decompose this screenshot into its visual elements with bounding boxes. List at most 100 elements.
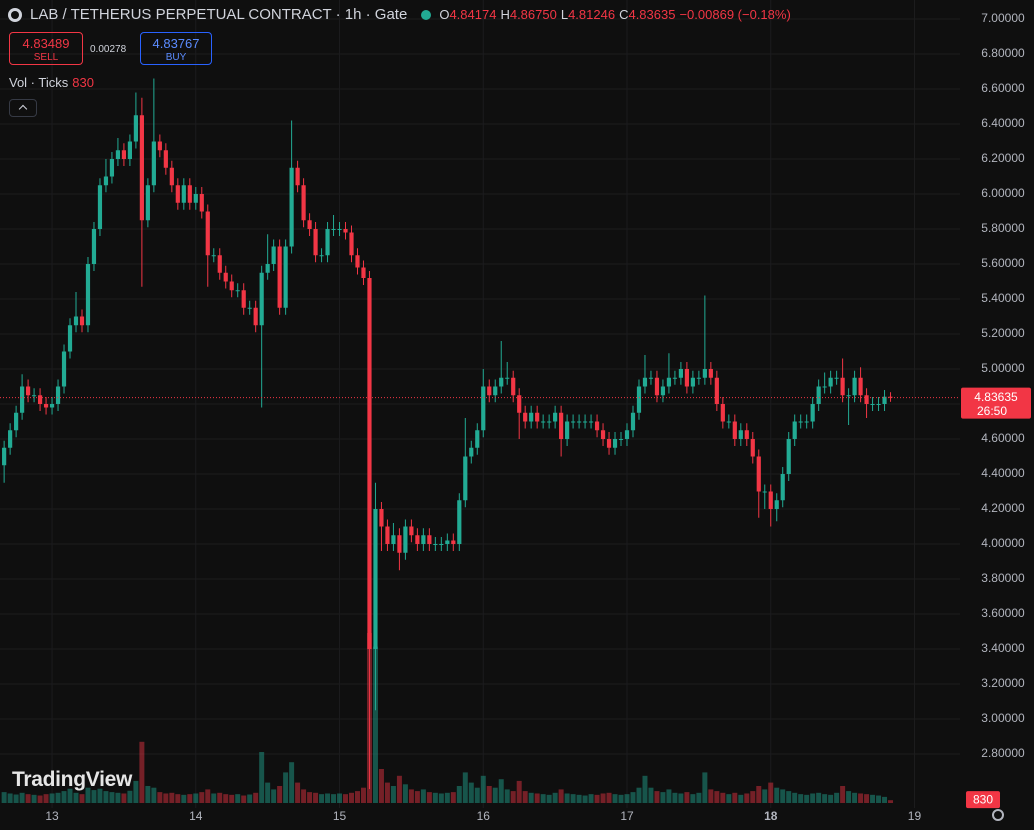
volume-bar	[91, 790, 97, 803]
candle-body	[61, 351, 67, 387]
y-tick-label: 3.20000	[981, 676, 1025, 690]
volume-bar	[145, 786, 151, 803]
volume-bar	[223, 794, 229, 803]
sell-button[interactable]: 4.83489 SELL	[9, 32, 83, 65]
readout-key: C	[619, 7, 629, 22]
countdown: 26:50	[977, 404, 1007, 418]
volume-bar	[384, 782, 390, 803]
spread: 0.00278	[90, 44, 127, 55]
volume-bar	[690, 794, 696, 803]
volume-bar	[420, 789, 426, 803]
volume-bar	[840, 786, 846, 803]
volume-bar	[109, 792, 115, 803]
candle-body	[702, 369, 707, 378]
volume-bar	[301, 789, 307, 803]
readout-value: 4.86750	[509, 7, 557, 22]
candle-body	[385, 526, 390, 544]
volume-bar	[343, 794, 349, 803]
candle-body	[511, 377, 516, 396]
buy-label: BUY	[165, 52, 187, 63]
candle-body	[259, 272, 264, 326]
volume-bar	[480, 775, 486, 803]
y-tick-label: 6.20000	[981, 151, 1025, 165]
volume-bar	[277, 786, 283, 803]
readout-key: H	[500, 7, 510, 22]
volume-bar	[19, 792, 25, 803]
volume-bar	[319, 794, 325, 803]
y-tick-label: 6.80000	[981, 46, 1025, 60]
candle-body	[325, 229, 330, 256]
volume-bar	[456, 786, 462, 803]
buy-button[interactable]: 4.83767 BUY	[140, 32, 212, 65]
candle-body	[529, 412, 534, 422]
candle-body	[343, 229, 348, 233]
volume-bar	[630, 792, 636, 803]
y-tick-label: 5.60000	[981, 256, 1025, 270]
volume-bar	[313, 792, 319, 803]
candle-body	[433, 543, 438, 545]
volume-badge	[966, 791, 1000, 809]
candle-body	[49, 404, 55, 408]
volume-bar	[852, 792, 858, 803]
candle-body	[600, 430, 606, 439]
candle-body	[834, 377, 839, 379]
volume-bar	[726, 794, 732, 803]
candle-body	[594, 421, 600, 431]
last-price-badge	[961, 387, 1031, 419]
candle-body	[145, 185, 150, 221]
candle-body	[8, 430, 13, 448]
volume-bar	[151, 787, 157, 803]
candles	[2, 78, 893, 789]
status-dot	[421, 9, 432, 20]
candle-body	[648, 377, 654, 379]
volume-bar	[504, 789, 510, 803]
volume-bar	[139, 741, 145, 803]
candle-body	[43, 404, 49, 408]
volume-bar	[163, 793, 169, 803]
legend-header: LAB / TETHERUS PERPETUAL CONTRACT · 1h ·…	[8, 6, 791, 23]
candle-body	[642, 377, 648, 387]
candle-body	[157, 141, 162, 151]
candle-body	[750, 438, 755, 457]
volume-bar	[816, 792, 822, 803]
candle-body	[732, 421, 737, 439]
volume-bar	[618, 794, 624, 803]
volume-bar	[642, 775, 648, 803]
candle-body	[169, 167, 174, 186]
x-tick-label: 16	[477, 809, 491, 823]
sell-price: 4.83489	[22, 36, 70, 51]
candle-body	[756, 456, 761, 492]
candle-body	[187, 185, 192, 203]
volume-bar	[882, 796, 888, 803]
settings-button[interactable]	[992, 809, 1004, 821]
candle-body	[229, 281, 234, 291]
collapse-button[interactable]	[9, 99, 37, 117]
candle-body	[175, 185, 180, 203]
chart-title: LAB / TETHERUS PERPETUAL CONTRACT · 1h ·…	[30, 6, 408, 23]
volume-bar	[259, 752, 265, 803]
volume-bar	[594, 794, 600, 803]
readout-change: −0.00869 (−0.18%)	[679, 7, 791, 22]
volume-bar	[229, 794, 235, 803]
volume-bar	[157, 792, 163, 803]
x-tick-label: 17	[620, 809, 634, 823]
volume-bar	[738, 794, 744, 803]
candle-body	[151, 141, 156, 186]
volume-bar	[241, 795, 247, 803]
volume-bar	[600, 793, 606, 803]
candle-body	[319, 255, 324, 257]
volume-bar	[492, 787, 498, 803]
volume-bar	[648, 787, 654, 803]
candle-body	[235, 290, 240, 292]
candle-body	[421, 535, 426, 544]
volume-bar	[55, 792, 61, 803]
volume-bar	[720, 792, 726, 803]
volume-bar	[564, 793, 570, 803]
volume-bar	[858, 793, 864, 803]
volume-bar	[540, 794, 546, 803]
volume-bar	[247, 794, 253, 803]
volume-bar	[49, 793, 55, 803]
volume-bar	[396, 775, 402, 803]
volume-bar	[468, 782, 474, 803]
